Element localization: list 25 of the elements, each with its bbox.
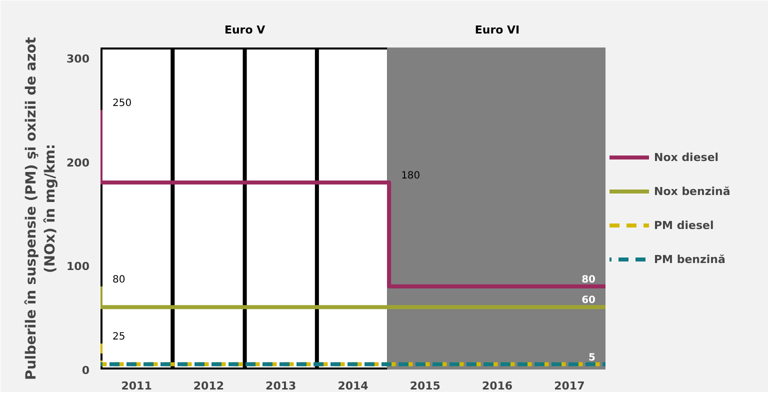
annotation: 250	[112, 98, 132, 109]
band-label: Euro V	[224, 24, 266, 36]
x-tick-label: 2011	[121, 380, 152, 392]
x-tick-label: 2014	[338, 380, 369, 392]
y-tick-label: 200	[66, 156, 90, 170]
x-tick-label: 2015	[410, 380, 440, 392]
annotation: 25	[112, 332, 126, 343]
y-tick-label: 100	[66, 260, 90, 274]
x-tick-label: 2017	[554, 380, 585, 392]
annotation: 80	[112, 274, 126, 286]
legend-label: Nox benzină	[654, 184, 730, 198]
legend-label: PM benzină	[654, 252, 726, 266]
annotation: 80	[582, 274, 596, 286]
annotation: 60	[582, 295, 596, 306]
x-tick-label: 2013	[266, 380, 296, 392]
band-label: Euro VI	[474, 24, 520, 36]
legend-label: Nox diesel	[654, 150, 719, 164]
annotation: 5	[588, 352, 596, 364]
y-tick-label: 300	[66, 52, 90, 66]
annotation: 180	[401, 170, 420, 182]
x-tick-label: 2016	[482, 380, 513, 392]
y-tick-label: 0	[82, 364, 90, 377]
y-axis-title: Pulberile în suspensie (PM) şi oxizii de azot (NOx) în mg/km:	[23, 36, 59, 380]
x-tick-label: 2012	[193, 380, 224, 392]
legend-label: PM diesel	[654, 218, 714, 232]
